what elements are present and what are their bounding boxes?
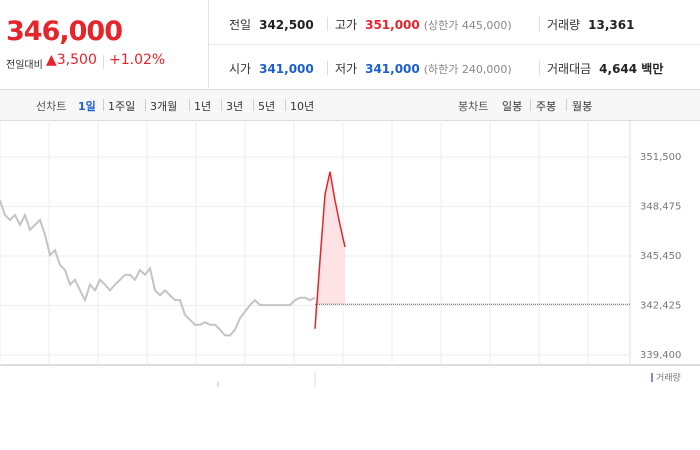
- stat-value: 351,000: [365, 18, 420, 32]
- y-tick-label: 351,500: [640, 152, 681, 163]
- stat-label: 시가: [229, 62, 252, 76]
- tab[interactable]: 1주일: [108, 100, 136, 113]
- stat: 전일 342,500: [229, 16, 318, 33]
- y-tick-label: 342,425: [640, 301, 681, 312]
- tab-bar: 선차트 1일 1주일 3개월 1년 3년 5년 10년 봉차트 일봉 주봉 월봉: [0, 89, 700, 121]
- stat-value: 341,000: [365, 62, 420, 76]
- stat: 시가 341,000: [229, 60, 318, 77]
- stat: 거래대금 4,644 백만: [547, 60, 667, 77]
- tab[interactable]: 일봉: [502, 100, 523, 113]
- y-tick-label: 345,450: [640, 251, 681, 262]
- stat-label: 거래대금: [547, 62, 592, 76]
- change: ▲3,500: [46, 52, 97, 68]
- stat: 거래량 13,361: [547, 16, 638, 33]
- legend-swatch: [651, 373, 653, 382]
- separator: [221, 99, 222, 111]
- separator: [145, 99, 146, 111]
- line: [0, 200, 316, 337]
- stat: 고가 351,000 (상한가 445,000): [335, 16, 512, 33]
- stat-value: 342,500: [259, 18, 314, 32]
- stat-note: (상한가 445,000): [423, 19, 512, 32]
- stat: 저가 341,000 (하한가 240,000): [335, 60, 512, 77]
- chart: 339,400 342,425 345,450 348,475 351,500 거래량: [0, 120, 700, 387]
- divider: [539, 61, 540, 75]
- separator: [566, 99, 567, 111]
- price-panel: 346,000 전일대비 ▲3,500 +1.02%: [0, 0, 209, 88]
- tab[interactable]: 3년: [226, 100, 244, 113]
- tab[interactable]: 3개월: [150, 100, 178, 113]
- tab[interactable]: 주봉: [536, 100, 557, 113]
- y-tick-label: 339,400: [640, 350, 681, 361]
- change-label: 전일대비: [6, 60, 43, 71]
- stat-note: (하한가 240,000): [423, 63, 512, 76]
- stat-label: 저가: [335, 62, 358, 76]
- stats-panel: 전일 342,500 고가 351,000 (상한가 445,000) 거래량 13,361…: [209, 0, 700, 88]
- tab[interactable]: 10년: [290, 100, 315, 113]
- divider: [209, 44, 700, 45]
- separator: [253, 99, 254, 111]
- tab-label: 선차트: [36, 100, 67, 113]
- y-tick-label: 348,475: [640, 201, 681, 212]
- divider: [327, 61, 328, 75]
- divider: [327, 17, 328, 31]
- divider: [539, 17, 540, 31]
- tab[interactable]: 5년: [258, 100, 276, 113]
- stat-label: 거래량: [547, 18, 581, 32]
- legend-label: 거래량: [656, 372, 681, 384]
- stat-value: 341,000: [259, 62, 314, 76]
- price: 346,000: [6, 16, 123, 47]
- stat-value: 13,361: [588, 18, 635, 32]
- tab[interactable]: 1년: [194, 100, 212, 113]
- tab[interactable]: 월봉: [572, 100, 593, 113]
- divider: [103, 55, 104, 69]
- separator: [189, 99, 190, 111]
- area: [315, 171, 345, 329]
- stat-label: 전일: [229, 18, 252, 32]
- change-pct: +1.02%: [109, 52, 166, 68]
- line: [314, 171, 346, 329]
- separator: [530, 99, 531, 111]
- stat-label: 고가: [335, 18, 358, 32]
- tab-label: 봉차트: [458, 100, 489, 113]
- stat-value: 4,644 백만: [599, 62, 664, 76]
- separator: [285, 99, 286, 111]
- separator: [103, 99, 104, 111]
- tab[interactable]: 1일: [78, 100, 96, 113]
